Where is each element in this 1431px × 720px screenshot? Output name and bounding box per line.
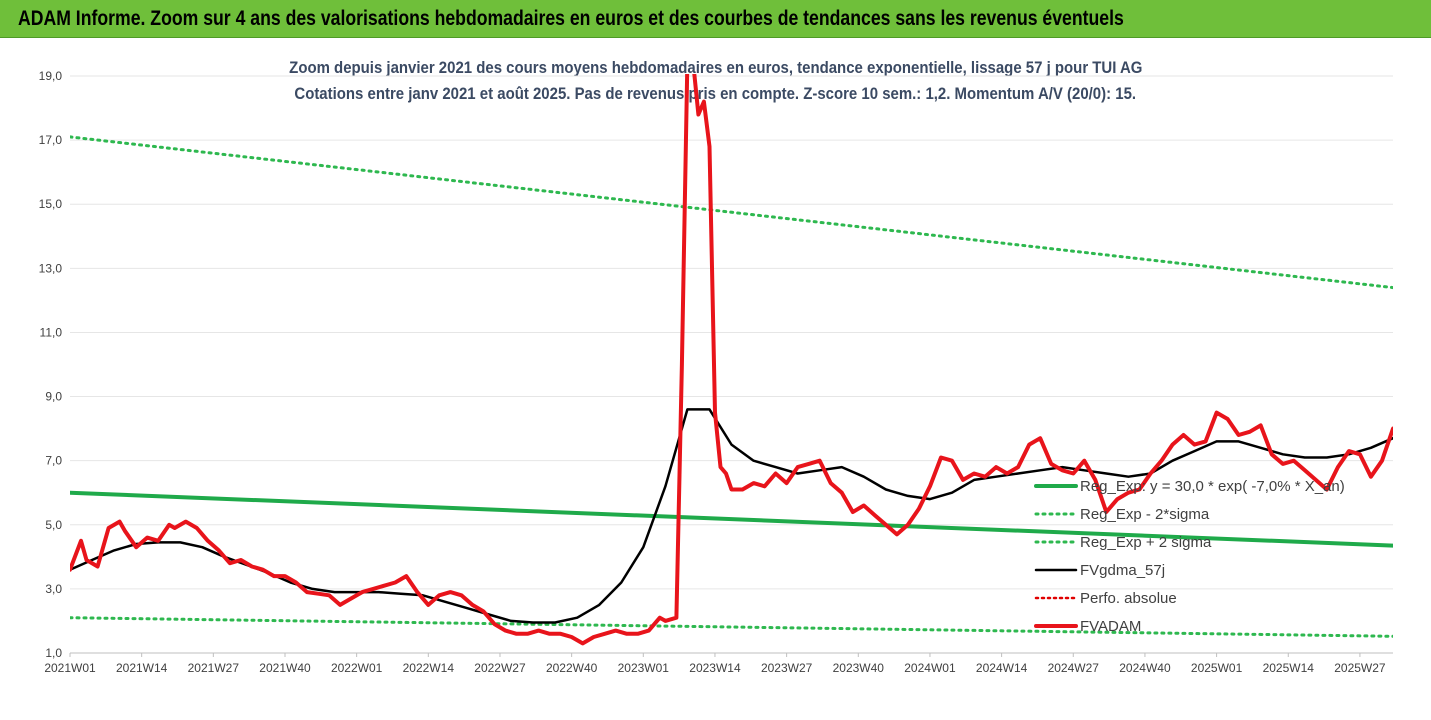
x-tick-label: 2021W01 bbox=[44, 661, 96, 675]
x-tick-label: 2024W40 bbox=[1119, 661, 1171, 675]
y-tick-label: 3,0 bbox=[45, 582, 62, 596]
x-tick-label: 2021W27 bbox=[188, 661, 240, 675]
y-tick-label: 5,0 bbox=[45, 518, 62, 532]
x-tick-label: 2022W27 bbox=[474, 661, 526, 675]
legend-label-perfo-absolue: Perfo. absolue bbox=[1080, 590, 1177, 607]
chart-title: Zoom depuis janvier 2021 des cours moyen… bbox=[0, 58, 1431, 78]
x-tick-label: 2021W14 bbox=[116, 661, 168, 675]
y-tick-label: 17,0 bbox=[39, 133, 63, 147]
x-tick-label: 2024W14 bbox=[976, 661, 1028, 675]
chart-title-text: Zoom depuis janvier 2021 des cours moyen… bbox=[288, 58, 1143, 77]
x-tick-label: 2021W40 bbox=[259, 661, 311, 675]
legend-label-reg-exp: Reg_Exp: y = 30,0 * exp( -7,0% * X_an) bbox=[1080, 478, 1345, 495]
y-tick-label: 1,0 bbox=[45, 646, 62, 660]
chart-subtitle: Cotations entre janv 2021 et août 2025. … bbox=[0, 84, 1431, 104]
x-tick-label: 2025W01 bbox=[1191, 661, 1243, 675]
series-line-reg-exp-plus-2sigma bbox=[70, 135, 1393, 290]
y-tick-label: 9,0 bbox=[45, 390, 62, 404]
x-tick-label: 2022W01 bbox=[331, 661, 383, 675]
x-tick-label: 2025W27 bbox=[1334, 661, 1386, 675]
report-banner: ADAM Informe. Zoom sur 4 ans des valoris… bbox=[0, 0, 1431, 38]
x-tick-label: 2022W14 bbox=[403, 661, 455, 675]
series-line-reg-exp bbox=[70, 490, 1393, 548]
x-tick-label: 2024W27 bbox=[1048, 661, 1100, 675]
series-line-fvadam bbox=[70, 74, 1393, 646]
report-title: ADAM Informe. Zoom sur 4 ans des valoris… bbox=[18, 7, 1124, 30]
x-tick-label: 2023W01 bbox=[618, 661, 670, 675]
x-tick-label: 2025W14 bbox=[1263, 661, 1315, 675]
legend-label-fvadam: FVADAM bbox=[1080, 618, 1141, 635]
x-tick-label: 2024W01 bbox=[904, 661, 956, 675]
chart-area: Zoom depuis janvier 2021 des cours moyen… bbox=[0, 38, 1431, 720]
x-tick-label: 2023W40 bbox=[833, 661, 885, 675]
y-tick-label: 13,0 bbox=[39, 261, 63, 275]
series-line-reg-exp-minus-2sigma bbox=[70, 616, 1393, 638]
legend-label-fvgdma-57j: FVgdma_57j bbox=[1080, 562, 1165, 579]
line-chart-svg: 1,0 3,0 5,0 7,0 9,0 11,0 13,0 15,0 17,0 19,0 2021W… bbox=[39, 69, 1393, 675]
legend-label-reg-exp-plus-2sigma: Reg_Exp + 2 sigma bbox=[1080, 534, 1212, 551]
y-tick-label: 19,0 bbox=[39, 69, 63, 83]
y-tick-label: 7,0 bbox=[45, 454, 62, 468]
x-tick-label: 2023W14 bbox=[689, 661, 741, 675]
chart-subtitle-text: Cotations entre janv 2021 et août 2025. … bbox=[294, 84, 1137, 103]
series-line-fvgdma-57j bbox=[70, 408, 1393, 624]
y-tick-label: 11,0 bbox=[40, 325, 63, 339]
y-tick-label: 15,0 bbox=[39, 197, 63, 211]
x-tick-label: 2023W27 bbox=[761, 661, 813, 675]
x-tick-label: 2022W40 bbox=[546, 661, 598, 675]
legend-label-reg-exp-minus-2sigma: Reg_Exp - 2*sigma bbox=[1080, 506, 1210, 523]
